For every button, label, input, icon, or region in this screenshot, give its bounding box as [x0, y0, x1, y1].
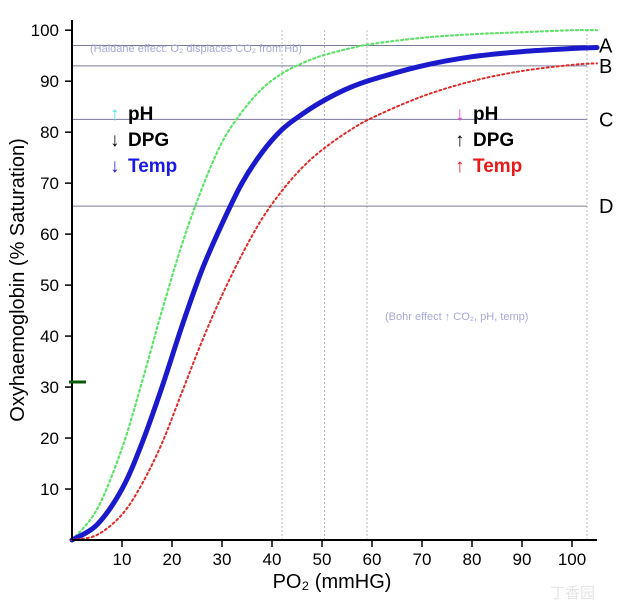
x-tick-label: 40 — [263, 550, 282, 569]
x-tick-label: 50 — [313, 550, 332, 569]
y-axis-label: Oxyhaemoglobin (% Saturation) — [7, 138, 29, 421]
x-tick-label: 70 — [413, 550, 432, 569]
right-legend-text: Temp — [473, 156, 522, 177]
left-legend-text: Temp — [128, 156, 177, 177]
left-arrow-icon: ↓ — [110, 130, 120, 151]
y-tick-label: 100 — [31, 21, 59, 40]
guide-label: D — [599, 196, 613, 218]
right-arrow-icon: ↑ — [455, 130, 465, 151]
x-axis-label: PO₂ (mmHG) — [273, 571, 392, 593]
x-tick-label: 60 — [363, 550, 382, 569]
y-tick-label: 70 — [40, 174, 59, 193]
guide-label: B — [599, 56, 612, 78]
right-legend-text: pH — [473, 104, 498, 125]
note-text: (Bohr effect ↑ CO₂, pH, temp) — [385, 311, 528, 323]
y-tick-label: 30 — [40, 378, 59, 397]
chart-bg — [0, 0, 640, 613]
x-tick-label: 100 — [558, 550, 586, 569]
left-legend-text: DPG — [128, 130, 169, 151]
left-arrow-icon: ↓ — [110, 156, 120, 177]
y-tick-label: 60 — [40, 225, 59, 244]
left-arrow-icon: ↑ — [110, 104, 120, 125]
guide-label: C — [599, 109, 613, 131]
x-tick-label: 90 — [513, 550, 532, 569]
y-tick-label: 10 — [40, 480, 59, 499]
right-arrow-icon: ↓ — [455, 104, 465, 125]
x-tick-label: 80 — [463, 550, 482, 569]
left-legend-text: pH — [128, 104, 153, 125]
right-legend-text: DPG — [473, 130, 514, 151]
guide-label: A — [599, 35, 613, 57]
x-tick-label: 10 — [113, 550, 132, 569]
y-tick-label: 80 — [40, 123, 59, 142]
note-text: (Haldane effect: O₂ displaces CO₂ from H… — [90, 43, 302, 55]
y-tick-label: 40 — [40, 327, 59, 346]
watermark: 丁香园 — [550, 585, 595, 602]
y-tick-label: 90 — [40, 72, 59, 91]
y-tick-label: 50 — [40, 276, 59, 295]
y-tick-label: 20 — [40, 429, 59, 448]
x-tick-label: 30 — [213, 550, 232, 569]
x-tick-label: 20 — [163, 550, 182, 569]
right-arrow-icon: ↑ — [455, 156, 465, 177]
